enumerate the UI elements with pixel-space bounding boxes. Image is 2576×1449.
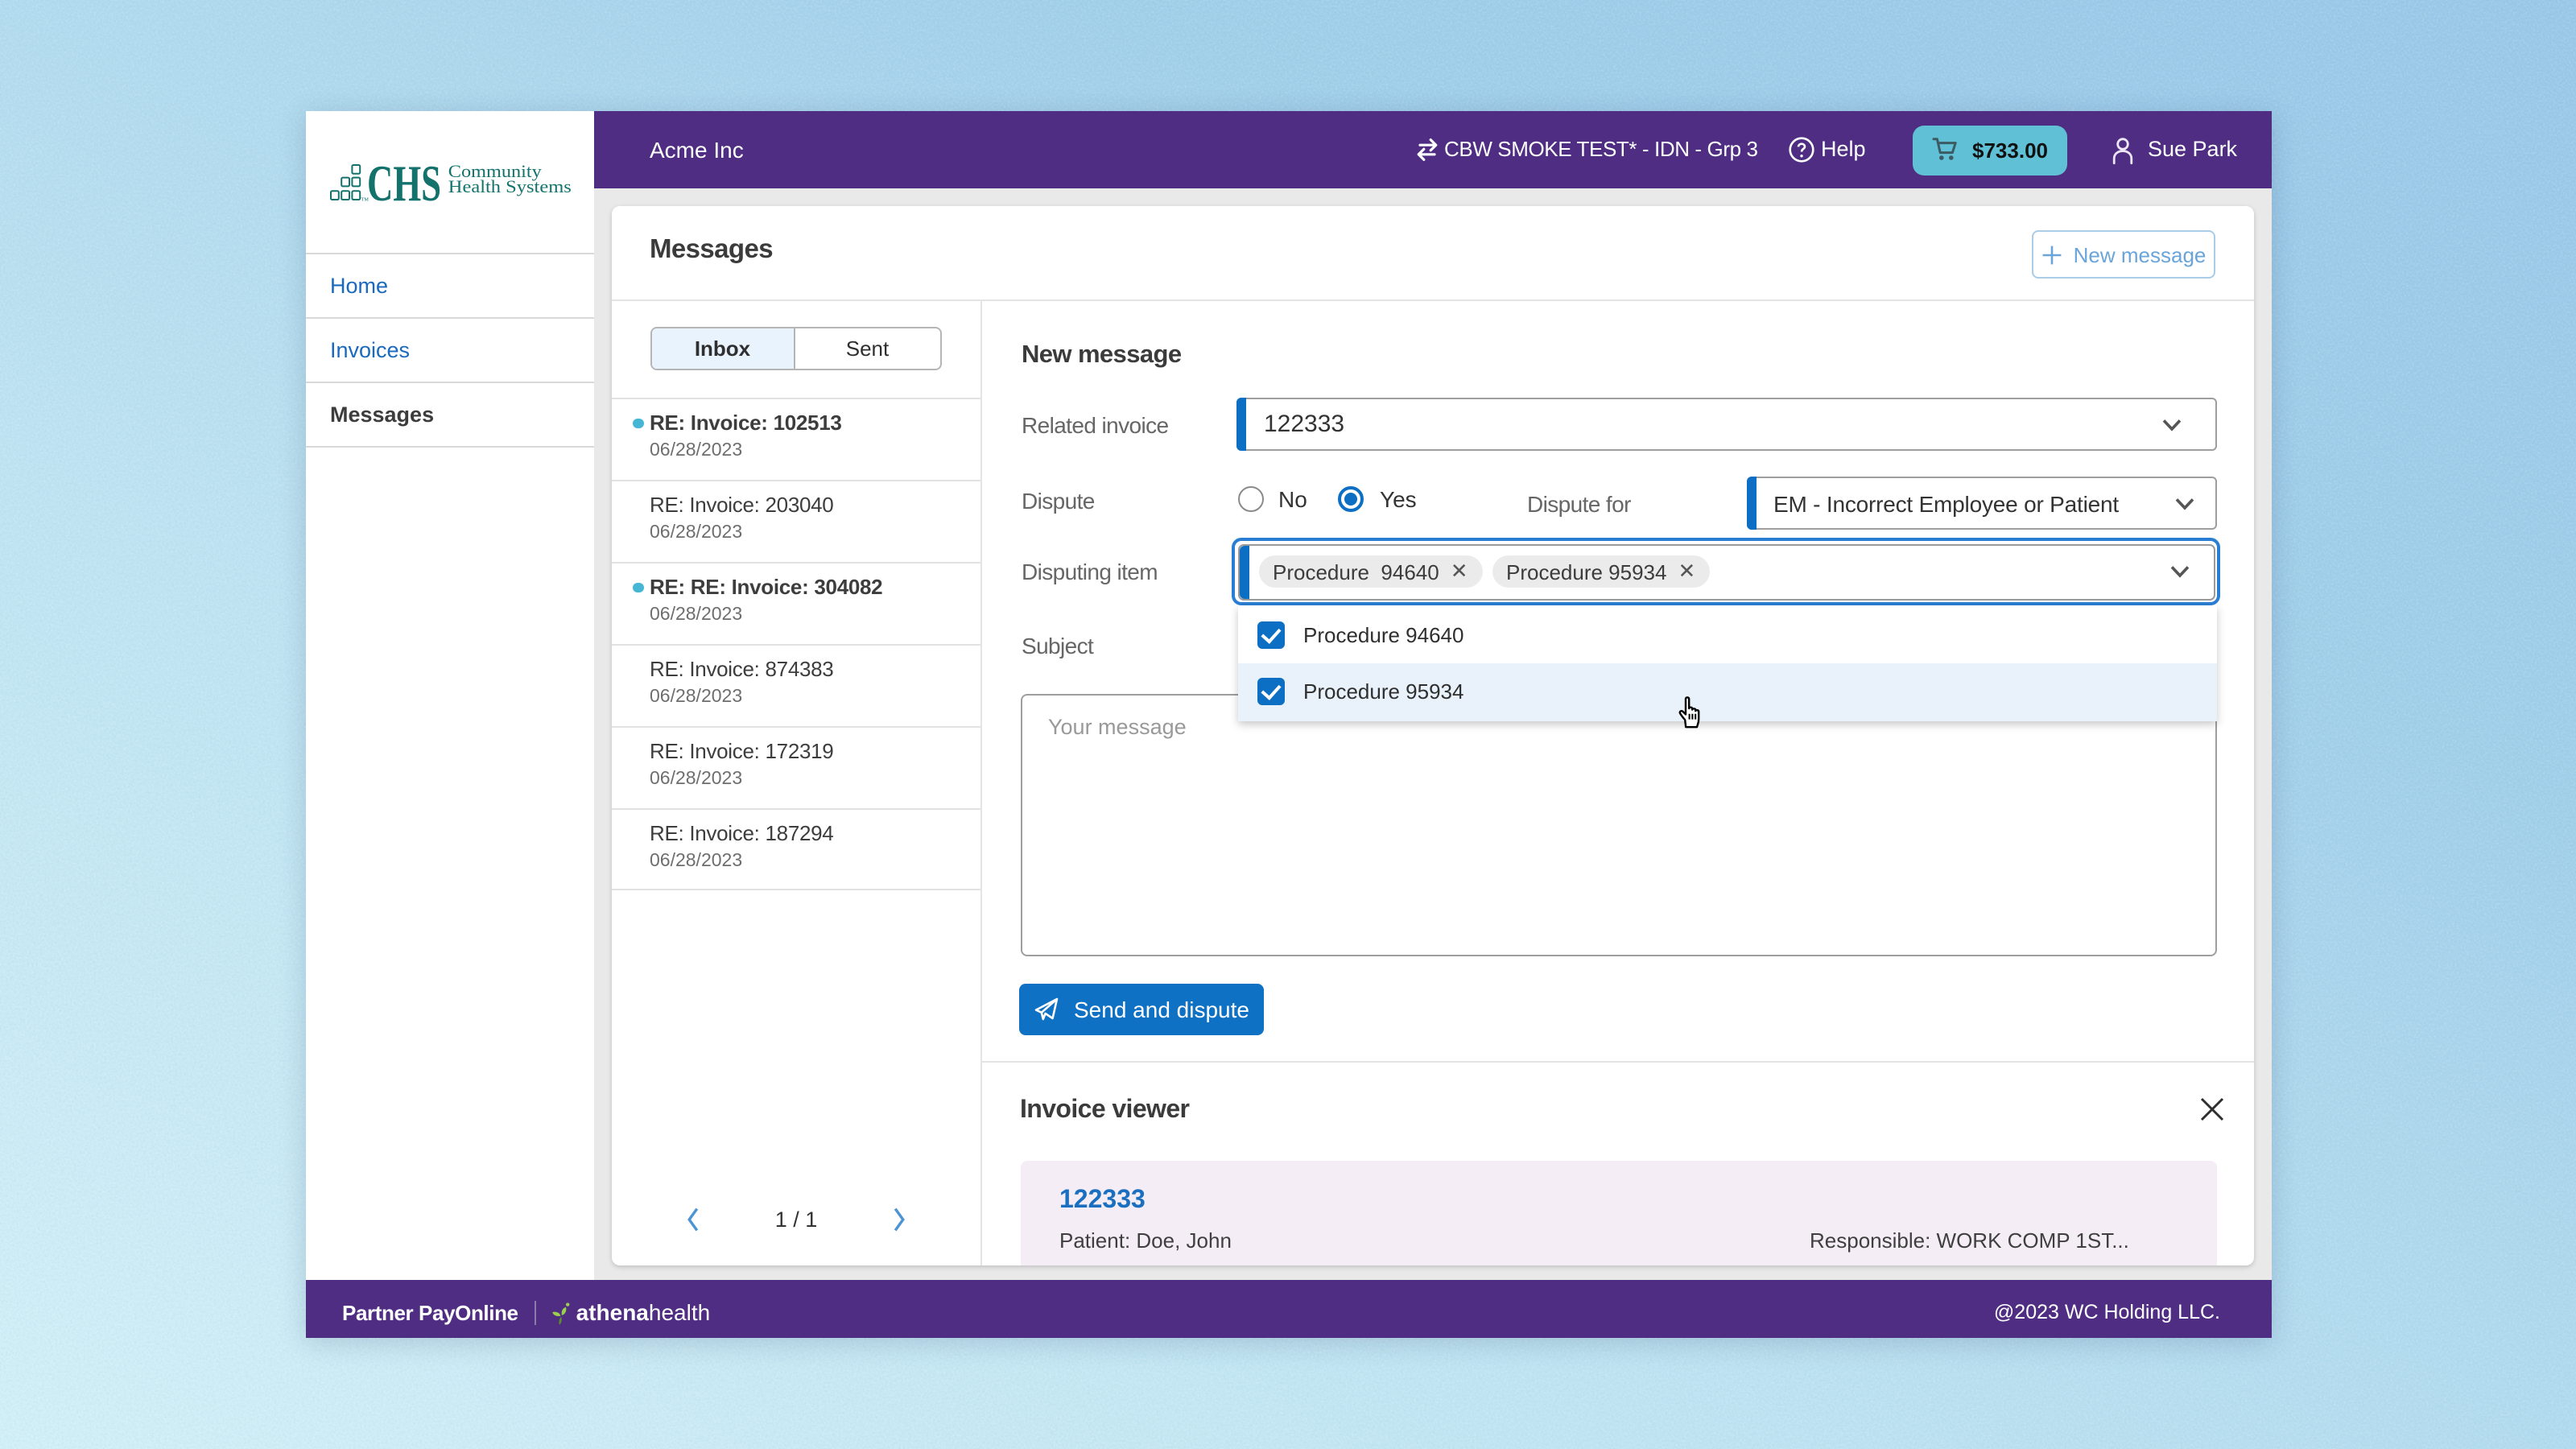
svg-text:Community: Community	[448, 163, 542, 180]
svg-text:TM: TM	[361, 196, 369, 202]
svg-text:Health Systems: Health Systems	[448, 175, 572, 196]
svg-text:CHS: CHS	[367, 163, 441, 207]
